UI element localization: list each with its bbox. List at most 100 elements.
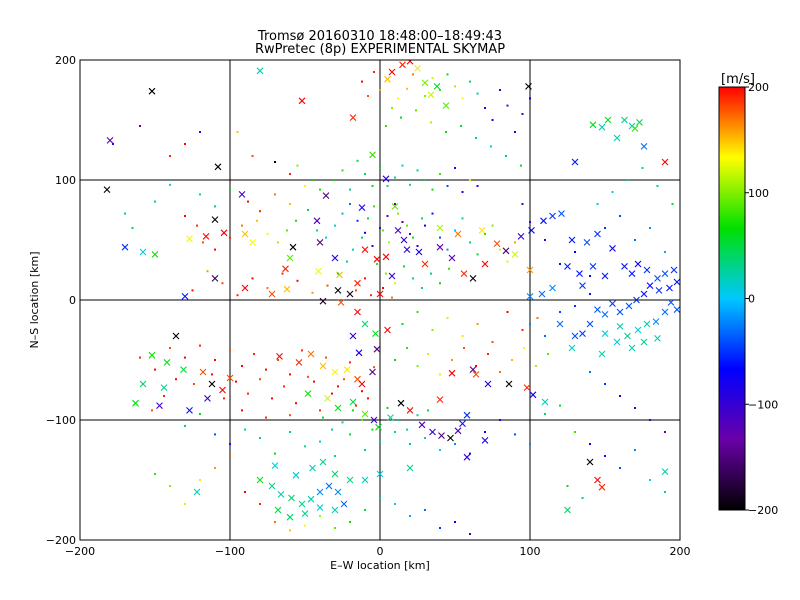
data-point-dot	[199, 344, 201, 347]
data-point-dot	[311, 179, 314, 181]
data-point-dot	[535, 365, 537, 367]
data-point-x	[528, 227, 535, 234]
data-point-x	[372, 330, 379, 337]
data-point-x	[438, 432, 445, 439]
data-point-dot	[446, 317, 449, 319]
data-point-x	[643, 320, 651, 328]
data-point-x	[594, 306, 601, 313]
y-axis-label: N–S location [km]	[28, 251, 41, 348]
data-point-dot	[439, 282, 441, 285]
data-point-x	[181, 293, 189, 300]
data-point-x	[249, 239, 256, 246]
data-point-x	[571, 158, 579, 166]
data-point-x	[418, 421, 426, 429]
data-point-dot	[394, 503, 396, 505]
data-point-dot	[283, 385, 285, 388]
data-point-dot	[214, 433, 216, 436]
data-point-dot	[421, 217, 423, 220]
data-point-dot	[446, 185, 449, 187]
data-point-dot	[296, 164, 299, 167]
data-point-dot	[371, 185, 374, 187]
data-point-x	[319, 362, 327, 370]
data-point-x	[346, 290, 354, 298]
data-point-dot	[604, 455, 606, 457]
data-point-dot	[244, 428, 246, 431]
data-point-dot	[274, 452, 276, 455]
data-point-dot	[334, 527, 336, 529]
data-point-x	[148, 351, 156, 359]
data-point-dot	[589, 371, 591, 373]
data-point-dot	[596, 203, 599, 205]
data-point-dot	[304, 524, 306, 527]
data-point-x	[388, 272, 396, 280]
data-point-dot	[251, 155, 254, 157]
data-point-x	[289, 243, 297, 251]
data-point-x	[414, 65, 421, 72]
data-point-x	[340, 500, 348, 508]
data-point-dot	[536, 317, 539, 319]
data-point-x	[661, 270, 669, 277]
data-point-x	[331, 254, 339, 262]
data-point-dot	[664, 491, 666, 493]
data-point-dot	[364, 231, 366, 234]
data-point-dot	[199, 131, 201, 133]
data-point-x	[298, 97, 306, 105]
data-point-dot	[184, 215, 186, 217]
data-point-dot	[223, 397, 225, 400]
data-point-x	[558, 210, 565, 217]
data-point-x	[564, 506, 571, 514]
data-point-dot	[241, 224, 243, 227]
data-point-x	[646, 282, 654, 289]
data-point-dot	[484, 107, 486, 109]
data-point-dot	[439, 373, 441, 376]
data-point-dot	[400, 116, 402, 119]
data-point-dot	[611, 191, 614, 193]
data-point-dot	[619, 467, 621, 469]
data-point-x	[106, 137, 114, 144]
data-point-dot	[448, 267, 450, 270]
data-point-dot	[386, 215, 389, 217]
data-point-dot	[325, 236, 327, 239]
data-point-x	[598, 483, 606, 491]
data-point-dot	[199, 479, 201, 481]
data-point-x	[609, 245, 616, 252]
data-point-dot	[241, 409, 243, 412]
data-point-dot	[529, 443, 531, 445]
data-point-dot	[529, 97, 531, 100]
data-point-dot	[619, 395, 621, 397]
data-point-x	[349, 332, 357, 340]
data-point-dot	[373, 71, 375, 73]
data-point-dot	[379, 227, 381, 229]
data-point-dot	[379, 89, 381, 91]
data-point-x	[571, 332, 579, 340]
data-point-dot	[241, 365, 243, 367]
data-point-dot	[349, 433, 351, 436]
data-point-x	[493, 240, 501, 247]
data-point-x	[598, 123, 606, 131]
data-point-dot	[229, 188, 231, 191]
data-point-x	[406, 60, 414, 65]
data-point-x	[433, 83, 441, 90]
data-point-x	[541, 398, 549, 406]
data-point-dot	[649, 419, 651, 421]
y-tick-label: 200	[55, 54, 76, 67]
data-point-dot	[334, 455, 336, 457]
data-point-x	[459, 420, 466, 427]
data-point-dot	[307, 209, 309, 211]
data-point-dot	[427, 353, 429, 355]
data-point-dot	[334, 179, 336, 181]
data-point-x	[151, 251, 159, 258]
data-point-dot	[154, 368, 156, 371]
data-point-x	[276, 353, 283, 360]
data-point-dot	[476, 323, 479, 325]
data-point-x	[382, 253, 390, 261]
y-tick-label: −200	[46, 534, 76, 547]
data-point-x	[349, 114, 357, 121]
data-point-dot	[649, 479, 651, 481]
data-point-dot	[460, 125, 462, 127]
data-point-x	[337, 299, 345, 306]
data-point-dot	[476, 185, 479, 187]
data-point-dot	[469, 533, 471, 535]
data-point-dot	[229, 349, 231, 352]
data-point-dot	[394, 203, 396, 205]
